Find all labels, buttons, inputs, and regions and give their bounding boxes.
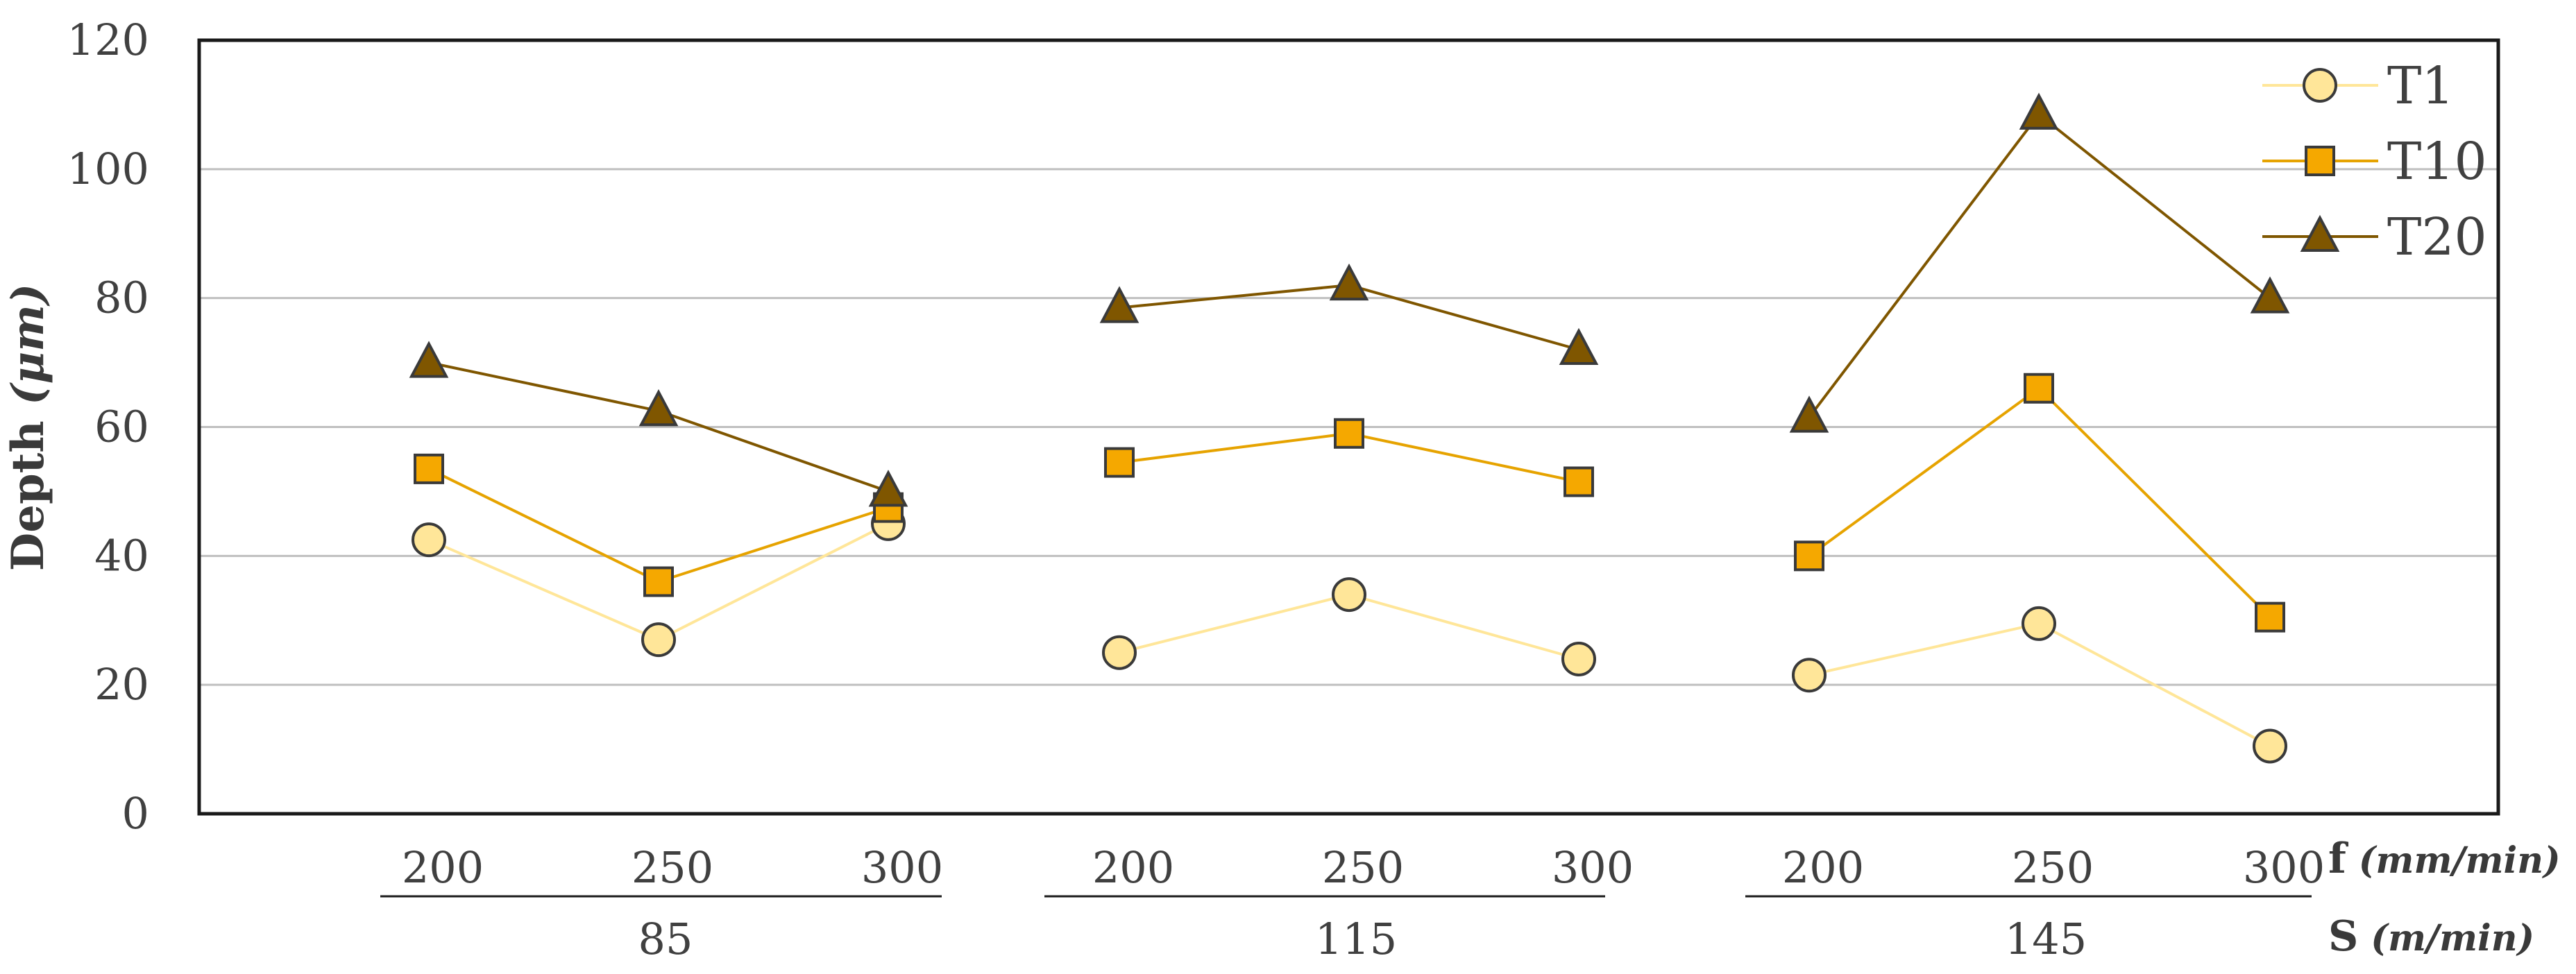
- y-tick-label-120: 120: [67, 15, 149, 65]
- point-T1-7: [2022, 606, 2056, 641]
- point-T20-5: [1559, 327, 1599, 365]
- y-tick-label-0: 0: [122, 788, 149, 839]
- point-T1-5: [1561, 642, 1596, 676]
- point-T1-4: [1332, 577, 1366, 613]
- x-group-label-s-85: 85: [638, 914, 693, 964]
- point-T20-7: [2019, 92, 2059, 130]
- point-T20-2: [868, 470, 908, 507]
- x-group-label-s-115: 115: [1315, 914, 1397, 964]
- x-group-label-s-145: 145: [2005, 914, 2087, 964]
- y-axis: 0 20 40 60 80 100 120: [67, 15, 149, 839]
- point-T1-8: [2253, 728, 2287, 764]
- point-T10-3: [1104, 447, 1135, 478]
- x-axis-s-name: S: [2328, 912, 2358, 961]
- x-axis: 200 250 300 85 200 250 300 115 200 250 300 145 f (mm/…: [380, 835, 2561, 964]
- point-T20-4: [1329, 263, 1369, 301]
- x-tick-f-200-s145: 200: [1782, 842, 1864, 893]
- point-T1-3: [1102, 635, 1137, 670]
- legend-marker-T10: [2305, 146, 2335, 176]
- y-axis-title-unit: (μm): [2, 284, 54, 405]
- point-T10-0: [414, 453, 444, 484]
- x-tick-f-300-s145: 300: [2243, 842, 2325, 893]
- y-axis-title: Depth (μm): [2, 284, 54, 571]
- point-T20-0: [409, 341, 449, 378]
- point-T10-4: [1334, 418, 1364, 449]
- y-tick-label-60: 60: [94, 402, 149, 452]
- series-line-T20-group-145: [1808, 112, 2271, 418]
- point-T10-5: [1564, 466, 1594, 497]
- point-T20-8: [2250, 276, 2290, 314]
- x-axis-s-title: S (m/min): [2328, 912, 2534, 961]
- legend-marker-T20: [2300, 214, 2340, 252]
- x-tick-f-200-s85: 200: [402, 842, 484, 893]
- legend-label-T10: T10: [2387, 132, 2487, 191]
- point-T1-0: [412, 522, 446, 558]
- x-axis-f-title: f (mm/min): [2328, 835, 2561, 883]
- legend-label-T1: T1: [2387, 56, 2454, 116]
- legend-marker-T1: [2303, 68, 2337, 103]
- x-tick-f-250-s145: 250: [2012, 842, 2094, 893]
- y-tick-label-20: 20: [94, 659, 149, 710]
- series-T1: [412, 506, 2287, 764]
- y-tick-label-80: 80: [94, 273, 149, 323]
- x-tick-f-300-s85: 300: [861, 842, 943, 893]
- y-axis-title-text: Depth: [2, 420, 54, 571]
- y-tick-label-100: 100: [67, 144, 149, 194]
- x-tick-f-250-s85: 250: [632, 842, 713, 893]
- series-T20: [409, 92, 2290, 507]
- x-tick-f-200-s115: 200: [1092, 842, 1174, 893]
- x-axis-f-name: f: [2328, 835, 2349, 883]
- x-tick-f-300-s115: 300: [1552, 842, 1634, 893]
- x-axis-f-unit: (mm/min): [2359, 839, 2561, 882]
- point-T20-3: [1099, 286, 1139, 323]
- x-axis-s-unit: (m/min): [2371, 917, 2534, 959]
- point-T10-6: [1794, 540, 1824, 572]
- y-tick-label-40: 40: [94, 530, 149, 581]
- series-T10: [414, 373, 2285, 633]
- point-T10-1: [643, 566, 674, 597]
- legend-label-T20: T20: [2387, 207, 2487, 267]
- legend: T1 T10 T20: [2262, 56, 2487, 267]
- plot-area-frame: [197, 38, 2500, 816]
- point-T1-1: [641, 622, 676, 658]
- series-layer: [409, 92, 2290, 764]
- point-T20-1: [638, 389, 679, 427]
- point-T10-7: [2024, 373, 2054, 404]
- series-line-T10-group-85: [428, 468, 889, 583]
- point-T10-8: [2255, 601, 2285, 633]
- x-tick-f-250-s115: 250: [1322, 842, 1404, 893]
- point-T20-6: [1789, 395, 1829, 433]
- point-T1-6: [1792, 658, 1827, 693]
- series-line-T10-group-145: [1808, 386, 2271, 619]
